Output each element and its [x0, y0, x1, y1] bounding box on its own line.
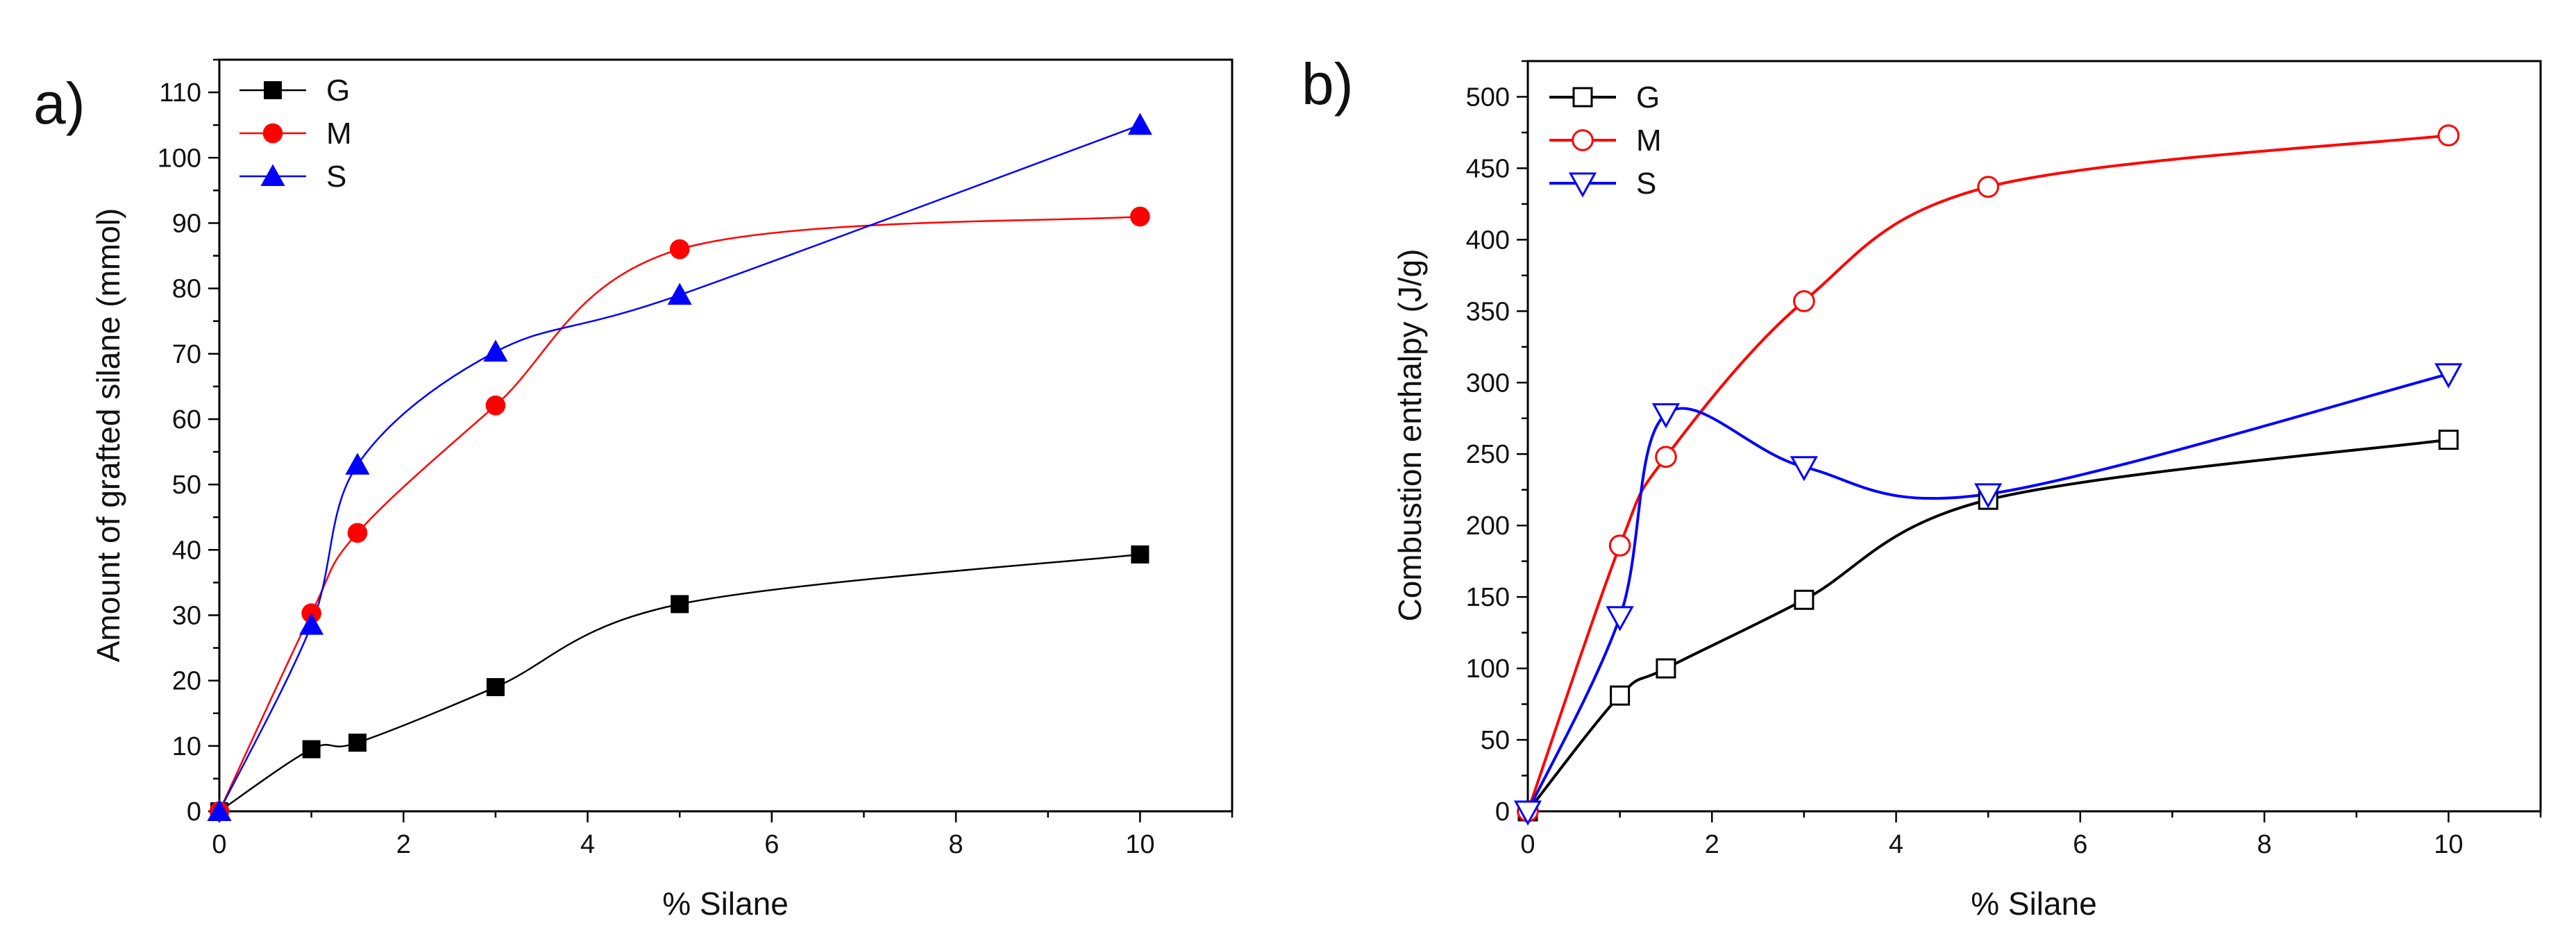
y-tick-label: 60: [172, 405, 201, 434]
legend-marker-m: [1572, 129, 1594, 151]
data-point-m: [1608, 534, 1631, 557]
y-tick-label: 100: [158, 144, 201, 173]
y-tick-label: 300: [1466, 369, 1510, 398]
y-tick-label: 250: [1466, 440, 1510, 469]
panel-b-legend: GMS: [1549, 81, 1662, 201]
series-line-m: [218, 215, 1140, 812]
data-point-m: [347, 523, 368, 543]
data-point-s: [345, 452, 370, 475]
data-point-m: [1977, 176, 1999, 198]
panel-a-y-axis-title: Amount of grafted silane (mmol): [90, 208, 126, 663]
data-point-m: [485, 395, 506, 416]
x-tick-label: 4: [1889, 830, 1903, 859]
y-tick-label: 50: [1481, 726, 1510, 755]
x-tick-label: 10: [1125, 830, 1154, 859]
y-tick-label: 500: [1466, 83, 1510, 112]
data-point-g: [1131, 545, 1150, 564]
panel-b-x-axis-title: % Silane: [1971, 886, 2097, 922]
x-tick-label: 0: [212, 830, 226, 859]
y-tick-label: 110: [159, 78, 201, 108]
x-tick-label: 10: [2434, 830, 2463, 859]
x-tick-label: 8: [2257, 830, 2272, 859]
data-point-m: [669, 239, 690, 260]
legend-marker-m: [262, 123, 283, 144]
data-point-s: [1651, 403, 1681, 429]
legend-label-g: G: [1636, 81, 1660, 115]
data-point-g: [486, 678, 505, 697]
data-point-s: [1606, 606, 1634, 632]
y-tick-label: 200: [1466, 511, 1510, 541]
data-point-g: [1794, 589, 1815, 610]
y-tick-label: 70: [172, 340, 201, 369]
legend-label-s: S: [326, 160, 346, 194]
x-tick-label: 8: [949, 830, 963, 859]
y-tick-label: 400: [1466, 226, 1510, 255]
y-tick-label: 150: [1466, 583, 1510, 612]
data-point-g: [302, 740, 321, 759]
y-tick-label: 0: [187, 797, 201, 827]
panel-b-plot-frame: [1526, 60, 2542, 813]
data-point-m: [1130, 206, 1150, 227]
series-line-s: [218, 124, 1140, 812]
panel-b-label: b): [1302, 51, 1354, 117]
chart-panel-b: b) 0 2 4 6 8 10050100150200250300350400450500…: [1302, 51, 2542, 922]
y-tick-label: 100: [1466, 654, 1510, 684]
data-point-g: [1656, 658, 1676, 679]
y-tick-label: 450: [1466, 154, 1510, 183]
legend-marker-g: [1572, 87, 1593, 108]
data-point-s: [1790, 456, 1819, 482]
series-line-m: [1526, 134, 2449, 812]
data-point-g: [348, 734, 367, 752]
y-tick-label: 30: [172, 601, 201, 630]
legend-label-m: M: [326, 117, 352, 151]
data-point-g: [671, 595, 689, 614]
y-tick-label: 10: [172, 732, 201, 761]
panel-a-legend: GMS: [239, 74, 352, 194]
data-point-s: [483, 339, 508, 362]
legend-label-g: G: [326, 74, 350, 108]
data-point-s: [1513, 800, 1542, 826]
data-point-s: [299, 613, 324, 635]
x-tick-label: 4: [580, 830, 595, 859]
x-tick-label: 6: [2073, 830, 2087, 859]
data-point-m: [2437, 124, 2460, 146]
data-point-s: [1127, 112, 1152, 135]
panel-a-label: a): [33, 71, 85, 136]
y-tick-label: 0: [1495, 797, 1510, 827]
x-tick-label: 2: [396, 830, 411, 859]
data-point-s: [207, 799, 232, 822]
data-point-s: [667, 282, 692, 305]
data-point-g: [1610, 685, 1631, 706]
data-point-s: [2434, 363, 2463, 389]
y-tick-label: 350: [1466, 297, 1510, 326]
legend-marker-s: [1568, 172, 1597, 198]
y-tick-label: 20: [172, 667, 201, 696]
data-point-s: [1974, 483, 2003, 509]
legend-label-s: S: [1636, 167, 1656, 201]
data-point-m: [1655, 446, 1677, 468]
panel-a-plot-frame: [218, 58, 1234, 813]
panel-b-y-axis-title: Combustion enthalpy (J/g): [1392, 249, 1428, 622]
x-tick-label: 0: [1520, 830, 1535, 859]
legend-label-m: M: [1636, 124, 1662, 158]
panel-a-x-axis-title: % Silane: [662, 886, 789, 922]
y-tick-label: 80: [172, 275, 201, 304]
y-tick-label: 40: [172, 536, 201, 565]
series-line-g: [219, 553, 1140, 813]
data-point-m: [1793, 290, 1815, 312]
y-tick-label: 90: [172, 209, 201, 238]
x-tick-label: 6: [764, 830, 779, 859]
y-tick-label: 50: [172, 471, 201, 500]
series-line-s: [1526, 372, 2449, 812]
data-point-g: [2438, 430, 2459, 450]
legend-marker-g: [264, 81, 282, 99]
x-tick-label: 2: [1705, 830, 1719, 859]
legend-marker-s: [260, 164, 285, 187]
